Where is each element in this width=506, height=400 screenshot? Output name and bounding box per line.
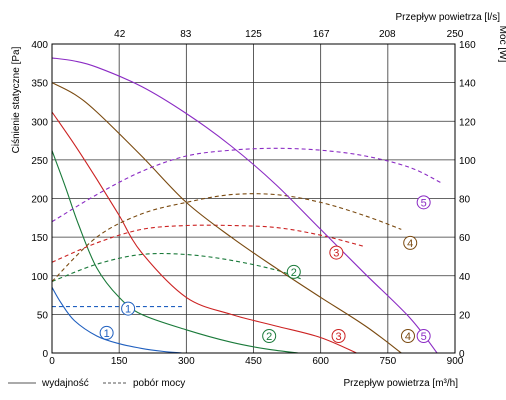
pressure-marker-4-label: 4: [405, 331, 411, 343]
power-marker-1-circle: [121, 301, 136, 316]
y-right-tick-label: 140: [459, 79, 476, 90]
y-right-tick-label: 160: [459, 40, 476, 51]
power-marker-3-circle: [329, 245, 344, 260]
pressure-curve-5: [51, 57, 438, 354]
pressure-marker-2-label: 2: [266, 331, 272, 343]
y-axis-left-title: Ciśnienie statyczne [Pa]: [11, 46, 22, 153]
power-curve-2: [51, 252, 303, 283]
legend-label-dashed: pobór mocy: [133, 378, 185, 389]
y-right-tick-label: 40: [459, 272, 471, 283]
power-marker-4: 4: [403, 235, 418, 250]
power-marker-3: 3: [329, 245, 344, 260]
legend: wydajność pobór mocy: [8, 378, 185, 389]
pressure-marker-5: 5: [416, 329, 431, 344]
x-tick-label: 900: [447, 356, 464, 367]
y-right-tick-label: 60: [459, 233, 471, 244]
x-tick-label: 0: [49, 356, 55, 367]
pressure-marker-5-label: 5: [421, 331, 427, 343]
power-marker-3-label: 3: [333, 248, 339, 260]
grid: [51, 43, 456, 354]
y-right-tick-label: 100: [459, 156, 476, 167]
power-marker-4-label: 4: [407, 238, 413, 250]
x-tick-label: 300: [178, 356, 195, 367]
pressure-marker-4: 4: [400, 329, 415, 344]
y-tick-label: 400: [31, 40, 48, 51]
pressure-curve-3: [51, 111, 357, 354]
power-curve-4: [51, 193, 402, 282]
y-tick-label: 50: [37, 310, 49, 321]
power-marker-5-label: 5: [421, 197, 427, 209]
power-marker-4-circle: [403, 235, 418, 250]
x-tick-label: 750: [379, 356, 396, 367]
power-marker-5-circle: [416, 195, 431, 210]
power-marker-5: 5: [416, 195, 431, 210]
plot-frame: [51, 43, 456, 354]
y-tick-label: 100: [31, 272, 48, 283]
power-marker-1-label: 1: [125, 304, 131, 316]
x-tick-label: 600: [312, 356, 329, 367]
x-top-tick-label: 208: [379, 29, 396, 40]
pressure-marker-3-circle: [331, 329, 346, 344]
y-axis-right-title: Moc [W]: [497, 26, 506, 63]
pressure-marker-5-circle: [416, 329, 431, 344]
y-tick-label: 0: [42, 349, 48, 360]
pressure-marker-2: 2: [262, 329, 277, 344]
power-marker-2-label: 2: [291, 267, 297, 279]
y-tick-label: 300: [31, 117, 48, 128]
x-tick-label: 150: [111, 356, 128, 367]
y-right-tick-label: 0: [459, 349, 465, 360]
y-tick-label: 250: [31, 156, 48, 167]
x-top-tick-label: 167: [313, 29, 330, 40]
x-tick-label: 450: [245, 356, 262, 367]
x-axis-title: Przepływ powietrza [m³/h]: [344, 378, 459, 389]
y-tick-label: 200: [31, 195, 48, 206]
pressure-marker-3-label: 3: [336, 331, 342, 343]
power-marker-1: 1: [121, 301, 136, 316]
pressure-curve-1: [51, 287, 182, 354]
pressure-marker-1-circle: [99, 325, 114, 340]
power-curve-5: [51, 147, 442, 223]
y-right-tick-label: 20: [459, 310, 471, 321]
pressure-marker-2-circle: [262, 329, 277, 344]
power-marker-2-circle: [286, 264, 301, 279]
pressure-marker-1: 1: [99, 325, 114, 340]
y-right-tick-label: 120: [459, 117, 476, 128]
y-tick-label: 150: [31, 233, 48, 244]
pressure-curve-4: [51, 82, 402, 354]
legend-label-solid: wydajność: [41, 378, 89, 389]
x-top-tick-label: 42: [114, 29, 126, 40]
x-top-tick-label: 250: [447, 29, 464, 40]
x-top-tick-label: 83: [180, 29, 192, 40]
x-top-tick-label: 125: [245, 29, 262, 40]
x-axis-top-title: Przepływ powietrza [l/s]: [396, 12, 501, 23]
pressure-marker-3: 3: [331, 329, 346, 344]
y-tick-label: 350: [31, 79, 48, 90]
pressure-marker-4-circle: [400, 329, 415, 344]
pressure-marker-1-label: 1: [104, 328, 110, 340]
power-marker-2: 2: [286, 264, 301, 279]
power-curve-3: [51, 224, 366, 263]
plot-border: [51, 43, 456, 354]
y-right-tick-label: 80: [459, 195, 471, 206]
